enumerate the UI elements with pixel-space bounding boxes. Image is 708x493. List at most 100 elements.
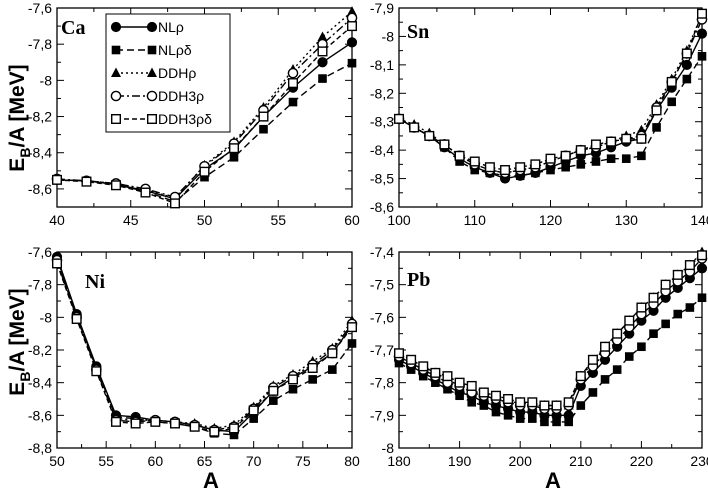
panel-ni: 50 55 60 65 70 75 80 -8,8 -8,6 -8,4 -8,2 -8 -7,8 -7,6… bbox=[28, 244, 360, 469]
data-point bbox=[637, 151, 646, 161]
data-point bbox=[564, 417, 573, 427]
data-point bbox=[515, 162, 526, 173]
series-line bbox=[398, 13, 703, 171]
y-tick-label: -7,9 bbox=[370, 407, 394, 423]
x-tick-label: 75 bbox=[295, 453, 311, 469]
x-tick-label: 140 bbox=[690, 212, 708, 228]
data-point bbox=[652, 123, 661, 132]
data-point bbox=[666, 76, 677, 87]
legend-label: DDH3ρδ bbox=[158, 111, 212, 127]
data-point bbox=[661, 319, 670, 329]
data-point bbox=[91, 366, 102, 377]
data-point bbox=[551, 400, 562, 411]
y-tick-label: -8,1 bbox=[370, 57, 394, 73]
data-point bbox=[503, 411, 513, 420]
y-tick-label: -8,8 bbox=[28, 440, 52, 456]
data-point bbox=[681, 59, 692, 70]
data-point bbox=[442, 371, 453, 382]
legend-marker bbox=[146, 90, 158, 102]
data-point bbox=[530, 159, 541, 170]
data-point bbox=[636, 133, 647, 144]
x-tick-label: 110 bbox=[464, 212, 487, 228]
data-point bbox=[545, 153, 556, 164]
x-tick-label: 60 bbox=[148, 453, 164, 469]
data-point bbox=[110, 416, 121, 427]
y-tick-label: -8,5 bbox=[370, 171, 394, 187]
plot-frame bbox=[398, 251, 703, 449]
data-point bbox=[394, 113, 405, 124]
y-tick-label: -7,7 bbox=[370, 342, 394, 358]
x-tick-label: 190 bbox=[448, 453, 472, 469]
legend-marker bbox=[111, 67, 121, 77]
data-point bbox=[209, 426, 220, 437]
data-point bbox=[684, 260, 695, 271]
x-tick-label: 130 bbox=[615, 212, 639, 228]
data-point bbox=[71, 313, 82, 324]
y-tick-label: -8,6 bbox=[370, 199, 394, 215]
data-point bbox=[660, 279, 671, 290]
data-point bbox=[258, 111, 269, 122]
data-point bbox=[503, 394, 514, 405]
data-point bbox=[406, 365, 416, 374]
data-point bbox=[347, 6, 357, 16]
ylabel-sub: B bbox=[17, 148, 33, 158]
legend: NLρ NLρδ DDHρ DDH3ρ DDH3ρδ bbox=[105, 13, 231, 133]
x-tick-label: 120 bbox=[539, 212, 563, 228]
x-tick-label: 210 bbox=[569, 453, 593, 469]
data-point bbox=[479, 401, 489, 410]
data-point bbox=[317, 31, 328, 41]
data-point bbox=[612, 328, 623, 339]
data-point bbox=[307, 362, 318, 373]
y-tick-label: -8,6 bbox=[28, 407, 52, 423]
data-point bbox=[346, 37, 358, 48]
data-point bbox=[469, 156, 480, 167]
x-axis-label-right: A bbox=[545, 468, 561, 493]
data-point bbox=[685, 303, 695, 312]
data-point bbox=[637, 342, 646, 352]
x-tick-label: 60 bbox=[344, 212, 360, 228]
data-point bbox=[394, 358, 404, 368]
data-point bbox=[667, 97, 676, 107]
legend-marker bbox=[147, 67, 157, 77]
data-point bbox=[327, 348, 338, 359]
ylabel-rest: /A [MeV] bbox=[6, 64, 29, 147]
legend-label: DDH3ρ bbox=[158, 88, 204, 104]
data-point bbox=[229, 152, 239, 162]
legend-marker bbox=[110, 90, 122, 102]
x-tick-label: 40 bbox=[49, 212, 65, 228]
data-point bbox=[576, 401, 586, 410]
series-line bbox=[398, 297, 703, 423]
y-tick-label: -8,4 bbox=[370, 142, 394, 158]
data-point bbox=[418, 361, 429, 372]
data-point bbox=[527, 397, 538, 408]
series-line bbox=[56, 263, 353, 433]
data-point bbox=[682, 74, 692, 84]
data-point bbox=[490, 390, 501, 401]
data-point bbox=[288, 78, 299, 89]
data-point bbox=[636, 302, 647, 313]
data-point bbox=[228, 143, 239, 154]
data-point bbox=[649, 329, 658, 338]
panel-sn: 100 110 120 130 140 -8,6 -8,5 -8,4 -8,3 -8,2 -8,1 -… bbox=[370, 0, 708, 228]
data-point bbox=[328, 365, 337, 374]
data-point bbox=[563, 397, 574, 408]
legend-label: NLρ bbox=[158, 19, 184, 35]
x-tick-label: 230 bbox=[690, 453, 708, 469]
data-point bbox=[249, 414, 258, 423]
panel-pb: 180 190 200 210 220 230 -8 -7,9 -7,8 -7,7 -7,6 -7,5… bbox=[370, 244, 708, 469]
data-point bbox=[347, 58, 357, 68]
y-tick-label: -7,6 bbox=[28, 244, 52, 260]
data-point bbox=[515, 414, 525, 423]
data-point bbox=[673, 309, 683, 319]
data-point bbox=[528, 414, 537, 423]
data-point bbox=[52, 258, 63, 269]
data-point bbox=[318, 74, 327, 83]
data-point bbox=[590, 139, 601, 150]
y-tick-label: -7,8 bbox=[28, 36, 52, 52]
x-tick-label: 45 bbox=[123, 212, 139, 228]
data-point bbox=[697, 250, 708, 261]
data-point bbox=[347, 339, 357, 348]
panel-label: Ca bbox=[61, 17, 85, 39]
data-point bbox=[591, 157, 601, 166]
series-line bbox=[56, 259, 353, 431]
